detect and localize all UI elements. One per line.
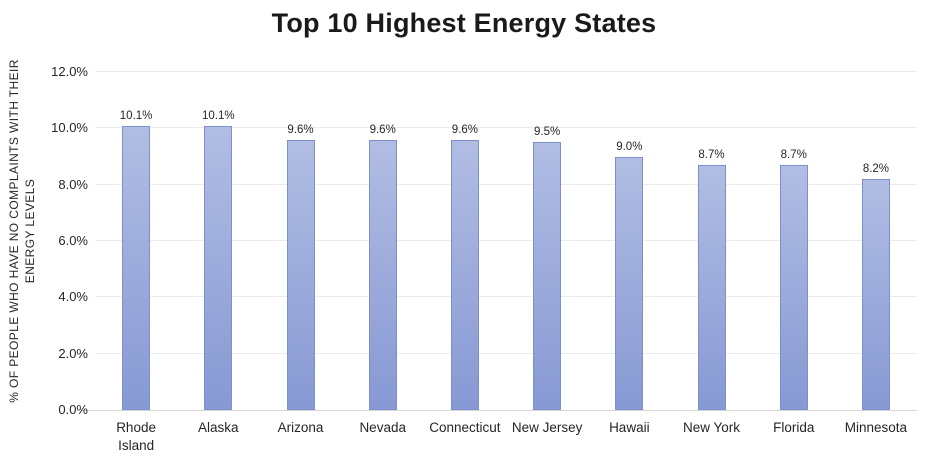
y-tick-label: 4.0% (58, 289, 88, 305)
bar-connecticut (450, 139, 479, 410)
plot-area: 0.0% 2.0% 4.0% 6.0% 8.0% 10.0% 12.0% 10.1% 10.1%… (51, 64, 917, 417)
y-tick-label: 12.0% (51, 64, 88, 79)
bar-rhode-island (122, 125, 151, 410)
bar-alaska (204, 125, 233, 410)
x-label-slot: Hawaii (588, 419, 670, 455)
chart-title: Top 10 Highest Energy States (271, 8, 657, 38)
x-tick-label: New York (683, 420, 741, 435)
x-label-slot: Arizona (259, 419, 341, 455)
y-tick-label: 8.0% (58, 176, 88, 192)
bar-new-jersey (533, 142, 562, 410)
x-axis-line (81, 410, 917, 411)
gridline (95, 71, 917, 72)
bar-slot: 9.6% (424, 72, 506, 410)
bar-new-york (697, 164, 726, 410)
x-tick-label: Nevada (359, 420, 406, 435)
x-label-slot: Rhode Island (95, 419, 177, 455)
x-tick-label: Hawaii (609, 420, 650, 435)
y-tick-label: 2.0% (58, 345, 88, 361)
gridline (95, 240, 917, 241)
bar-value-label: 9.6% (369, 123, 396, 136)
bar-hawaii (615, 156, 644, 410)
x-axis-labels: Rhode Island Alaska Arizona Nevada Connectic… (95, 419, 917, 455)
bar-slot: 9.6% (259, 72, 341, 410)
bar-slot: 9.0% (588, 72, 670, 410)
bars-container: 10.1% 10.1% 9.6% 9.6% 9.6% 9.5% 9.0% 8.7% 8.7% 8.… (95, 72, 917, 410)
bar-florida (779, 164, 808, 410)
bar-slot: 9.6% (342, 72, 424, 410)
bar-value-label: 10.1% (119, 109, 153, 122)
bar-value-label: 9.6% (287, 123, 314, 136)
x-label-slot: New York (670, 419, 752, 455)
x-tick-label: Alaska (198, 420, 239, 435)
gridline (95, 296, 917, 298)
x-tick-label: Connecticut (429, 420, 501, 435)
bar-nevada (368, 139, 397, 410)
gridline (95, 183, 917, 185)
bar-slot: 9.5% (506, 72, 588, 410)
x-label-slot: Connecticut (424, 419, 506, 455)
bar-value-label: 8.7% (780, 148, 807, 161)
y-axis-title-line-2: ENERGY LEVELS (23, 178, 37, 284)
x-tick-label: Florida (773, 420, 815, 435)
y-tick-label: 10.0% (51, 120, 88, 136)
bar-slot: 8.7% (670, 72, 752, 410)
bar-minnesota (861, 179, 890, 410)
y-axis-title-line-1: % OF PEOPLE WHO HAVE NO COMPLAINTS WITH … (7, 59, 21, 403)
y-tick-label: 6.0% (58, 233, 88, 248)
bar-slot: 10.1% (177, 72, 259, 410)
x-label-slot: Alaska (177, 419, 259, 455)
bar-value-label: 9.5% (534, 126, 561, 139)
x-tick-label: Rhode Island (116, 420, 156, 453)
x-tick-label: New Jersey (511, 420, 583, 435)
bar-slot: 8.7% (753, 72, 835, 410)
bar-value-label: 10.1% (201, 109, 235, 122)
x-label-slot: New Jersey (506, 419, 588, 455)
gridline (95, 352, 917, 354)
y-axis-title: % OF PEOPLE WHO HAVE NO COMPLAINTS WITH … (6, 31, 40, 431)
bar-value-label: 9.6% (451, 123, 479, 136)
x-tick-label: Arizona (277, 420, 324, 435)
bar-value-label: 9.0% (616, 140, 643, 153)
bar-slot: 8.2% (835, 72, 917, 410)
x-label-slot: Minnesota (835, 419, 917, 455)
bar-value-label: 8.7% (698, 148, 725, 161)
bar-value-label: 8.2% (862, 163, 890, 176)
bar-slot: 10.1% (95, 72, 177, 410)
gridline (95, 127, 917, 129)
x-label-slot: Nevada (342, 419, 424, 455)
y-tick-label: 0.0% (58, 402, 88, 417)
x-label-slot: Florida (753, 419, 835, 455)
bar-arizona (286, 139, 315, 410)
x-tick-label: Minnesota (844, 420, 908, 435)
